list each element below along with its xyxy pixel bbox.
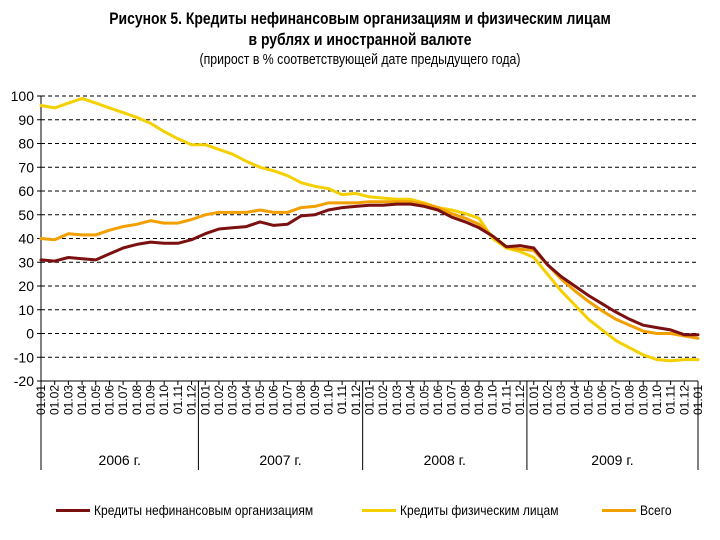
x-tick-label: 01.11: [499, 385, 513, 414]
x-tick-label: 01.03: [61, 385, 75, 415]
x-tick-label: 01.09: [144, 385, 158, 415]
legend-swatch-organizations: [56, 508, 90, 512]
x-tick-label: 01.09: [472, 385, 486, 415]
legend-label-total: Всего: [640, 502, 672, 518]
legend-item-individuals: Кредиты физическим лицам: [362, 498, 584, 522]
year-group-labels: 2006 г. 2007 г. 2008 г. 2009 г.: [99, 452, 634, 468]
series-line-individuals: [39, 96, 700, 363]
y-tick-label: 30: [18, 254, 34, 270]
x-tick-label: 01.04: [239, 385, 253, 415]
series-lines: [39, 96, 700, 363]
legend-label-organizations: Кредиты нефинансовым организациям: [94, 502, 314, 518]
x-tick-label: 01.01: [363, 385, 377, 415]
x-tick-label: 01.01: [198, 385, 212, 415]
x-tick-label: 01.05: [89, 385, 103, 415]
x-tick-label: 01.11: [335, 385, 349, 414]
y-tick-label: -10: [14, 349, 34, 365]
year-label: 2009 г.: [591, 452, 633, 468]
legend-swatch-individuals: [362, 508, 396, 512]
x-tick-label: 01.05: [253, 385, 267, 415]
chart-titles: Рисунок 5. Кредиты нефинансовым организа…: [0, 8, 720, 70]
x-tick-label: 01.06: [102, 385, 116, 415]
legend-label-individuals: Кредиты физическим лицам: [400, 502, 559, 518]
x-tick-label: 01.08: [458, 385, 472, 415]
grid-lines: [41, 95, 698, 358]
x-tick-label: 01.08: [623, 385, 637, 415]
chart-title: Рисунок 5. Кредиты нефинансовым организа…: [109, 9, 611, 28]
x-tick-label: 01.07: [116, 385, 130, 415]
x-tick-label: 01.02: [48, 385, 62, 415]
x-tick-label: 01.06: [431, 385, 445, 415]
x-tick-label: 01.08: [294, 385, 308, 415]
y-tick-label: 60: [18, 183, 34, 199]
x-tick-label: 01.12: [349, 385, 363, 415]
legend-item-total: Всего: [602, 498, 677, 522]
chart-subtitle: в рублях и иностранной валюте: [248, 30, 472, 49]
legend-item-organizations: Кредиты нефинансовым организациям: [56, 498, 349, 522]
x-tick-label: 01.07: [280, 385, 294, 415]
x-tick-label: 01.03: [226, 385, 240, 415]
x-tick-label: 01.04: [568, 385, 582, 415]
x-tick-label: 01.12: [677, 385, 691, 415]
x-tick-label: 01.02: [376, 385, 390, 415]
x-tick-label: 01.04: [404, 385, 418, 415]
x-tick-label: 01.01: [34, 385, 48, 415]
y-tick-label: 50: [18, 207, 34, 223]
x-tick-label: 01.05: [417, 385, 431, 415]
x-tick-label: 01.10: [157, 385, 171, 415]
x-tick-label: 01.12: [513, 385, 527, 415]
year-label: 2006 г.: [99, 452, 141, 468]
x-tick-label: 01.10: [486, 385, 500, 415]
x-tick-label: 01.04: [75, 385, 89, 415]
y-tick-label: 40: [18, 231, 34, 247]
y-tick-label: 10: [18, 302, 34, 318]
x-tick-label: 01.08: [130, 385, 144, 415]
x-tick-label: 01.03: [390, 385, 404, 415]
y-tick-label: 20: [18, 278, 34, 294]
x-tick-label: 01.01: [527, 385, 541, 415]
y-tick-label: 70: [18, 159, 34, 175]
y-tick-label: 90: [18, 112, 34, 128]
y-tick-label: 0: [26, 326, 34, 342]
x-tick-label: 01.10: [650, 385, 664, 415]
axes: [37, 95, 699, 470]
x-tick-label: 01.06: [595, 385, 609, 415]
x-tick-label: 01.01: [691, 385, 705, 415]
legend-swatch-total: [602, 508, 636, 512]
x-tick-label: 01.12: [185, 385, 199, 415]
year-label: 2007 г.: [259, 452, 301, 468]
x-tick-label: 01.05: [582, 385, 596, 415]
x-tick-label: 01.07: [445, 385, 459, 415]
series-line-organizations: [39, 202, 700, 337]
y-tick-label: 80: [18, 136, 34, 152]
x-tick-label: 01.11: [664, 385, 678, 414]
chart-legend: Кредиты нефинансовым организациям Кредит…: [40, 498, 720, 522]
x-tick-label: 01.09: [636, 385, 650, 415]
x-tick-labels: 01.01 01.02 01.03 01.04 01.05 01.06 01.07 01.08…: [34, 385, 705, 415]
x-tick-label: 01.11: [171, 385, 185, 414]
x-tick-label: 01.10: [321, 385, 335, 415]
chart-units-note: (прирост в % соответствующей дате предыд…: [199, 51, 521, 68]
x-tick-label: 01.06: [267, 385, 281, 415]
x-tick-label: 01.09: [308, 385, 322, 415]
series-line-total: [39, 200, 700, 340]
year-label: 2008 г.: [424, 452, 466, 468]
y-tick-label: -20: [14, 373, 34, 389]
x-tick-label: 01.02: [540, 385, 554, 415]
x-tick-label: 01.02: [212, 385, 226, 415]
x-tick-label: 01.03: [554, 385, 568, 415]
x-tick-label: 01.07: [609, 385, 623, 415]
y-tick-label: 100: [11, 88, 35, 104]
